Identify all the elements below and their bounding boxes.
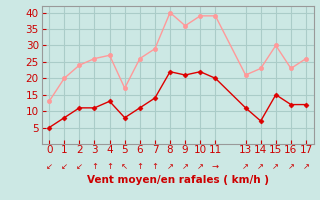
- Text: →: →: [212, 162, 219, 171]
- Text: ↙: ↙: [46, 162, 53, 171]
- Text: ↙: ↙: [76, 162, 83, 171]
- Text: ↗: ↗: [166, 162, 173, 171]
- Text: ↗: ↗: [257, 162, 264, 171]
- Text: ↑: ↑: [106, 162, 113, 171]
- Text: ↑: ↑: [91, 162, 98, 171]
- Text: ↗: ↗: [182, 162, 189, 171]
- Text: ↙: ↙: [61, 162, 68, 171]
- Text: ↖: ↖: [121, 162, 128, 171]
- Text: ↗: ↗: [272, 162, 279, 171]
- Text: ↗: ↗: [197, 162, 204, 171]
- Text: ↗: ↗: [287, 162, 294, 171]
- Text: ↑: ↑: [136, 162, 143, 171]
- X-axis label: Vent moyen/en rafales ( km/h ): Vent moyen/en rafales ( km/h ): [87, 175, 268, 185]
- Text: ↗: ↗: [302, 162, 309, 171]
- Text: ↑: ↑: [151, 162, 158, 171]
- Text: ↗: ↗: [242, 162, 249, 171]
